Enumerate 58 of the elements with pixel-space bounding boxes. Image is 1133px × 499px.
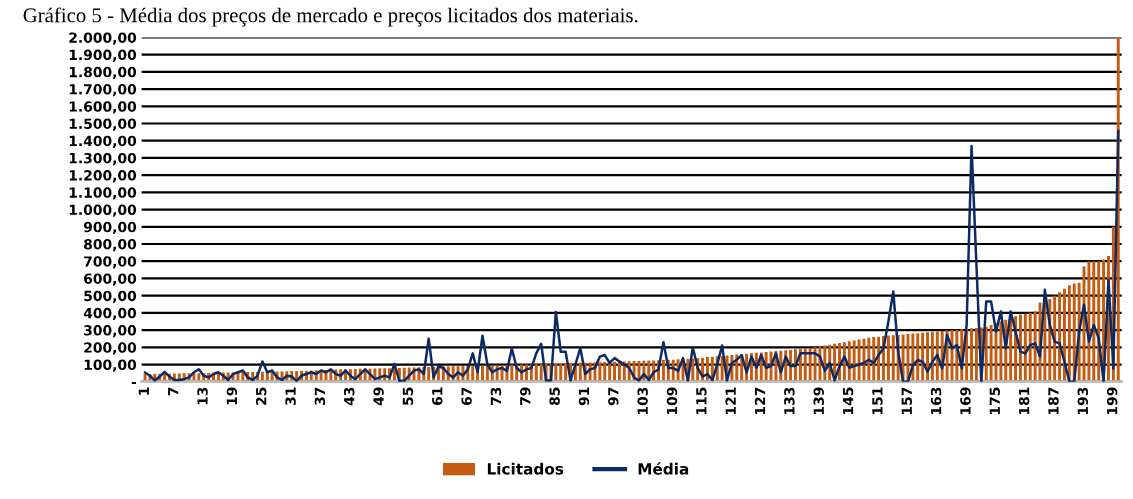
- y-tick-label: 1.300,00: [69, 152, 137, 166]
- x-tick-label: 31: [285, 387, 296, 405]
- x-tick-label: 109: [666, 387, 678, 415]
- legend-label: Licitados: [487, 462, 564, 475]
- x-tick-label: 7: [168, 387, 179, 396]
- x-tick-label: 163: [930, 387, 942, 415]
- x-tick-label: 187: [1048, 387, 1059, 415]
- x-tick-label: 199: [1106, 387, 1118, 415]
- y-tick-label: 2.000,00: [69, 32, 137, 45]
- y-tick-label: 700,00: [84, 256, 137, 269]
- y-tick-label: 100,00: [84, 359, 137, 372]
- x-tick-label: 103: [637, 387, 648, 415]
- x-tick-label: 19: [226, 387, 238, 405]
- x-tick-label: 85: [549, 387, 560, 406]
- x-tick-label: 43: [343, 387, 355, 406]
- x-tick-label: 175: [989, 387, 1001, 415]
- x-tick-label: 133: [784, 387, 795, 415]
- x-tick-label: 115: [696, 387, 707, 415]
- y-tick-label: 1.100,00: [69, 187, 137, 200]
- x-tick-label: 49: [373, 387, 384, 406]
- x-tick-label: 193: [1077, 387, 1089, 415]
- y-tick-label: 1.500,00: [69, 118, 137, 131]
- x-tick-label: 97: [608, 387, 619, 406]
- x-tick-label: 91: [578, 387, 590, 406]
- x-tick-label: 145: [842, 387, 854, 415]
- y-tick-label: 600,00: [84, 273, 137, 286]
- y-tick-label: 1.400,00: [69, 135, 137, 148]
- legend-label: Média: [638, 462, 689, 475]
- chart-title: Gráfico 5 - Média dos preços de mercado e preços licitados dos materiais.: [23, 7, 638, 27]
- y-tick-label: 500,00: [84, 290, 137, 303]
- x-tick-label: 121: [725, 387, 736, 415]
- x-tick-label: 61: [432, 387, 443, 406]
- x-tick-label: 55: [402, 387, 414, 405]
- y-tick-label: 800,00: [84, 238, 137, 252]
- x-tick-label: 169: [960, 387, 971, 415]
- x-tick-label: 139: [813, 387, 824, 415]
- x-tick-label: 13: [197, 387, 208, 405]
- x-tick-label: 151: [872, 387, 883, 415]
- y-tick-label: 200,00: [84, 342, 137, 355]
- x-tick-label: 25: [255, 387, 267, 405]
- y-tick-label: 1.200,00: [69, 170, 137, 183]
- y-tick-label: 1.800,00: [69, 66, 137, 80]
- y-tick-label: 1.600,00: [69, 101, 137, 114]
- x-tick-label: 73: [490, 387, 502, 405]
- y-tick-label: 1.900,00: [69, 49, 137, 62]
- x-tick-label: 157: [901, 387, 912, 415]
- y-tick-label: 300,00: [84, 325, 137, 338]
- x-tick-label: 127: [754, 387, 766, 415]
- x-tick-label: 181: [1018, 387, 1030, 415]
- y-tick-label: -: [131, 382, 137, 384]
- y-tick-label: 900,00: [83, 221, 137, 235]
- y-tick-label: 400,00: [83, 307, 137, 321]
- x-tick-label: 79: [520, 387, 531, 405]
- y-tick-label: 1.000,00: [69, 204, 137, 217]
- x-tick-label: 37: [314, 387, 326, 405]
- x-tick-label: 1: [138, 387, 149, 395]
- y-tick-label: 1.700,00: [69, 84, 137, 97]
- x-tick-label: 67: [461, 387, 472, 406]
